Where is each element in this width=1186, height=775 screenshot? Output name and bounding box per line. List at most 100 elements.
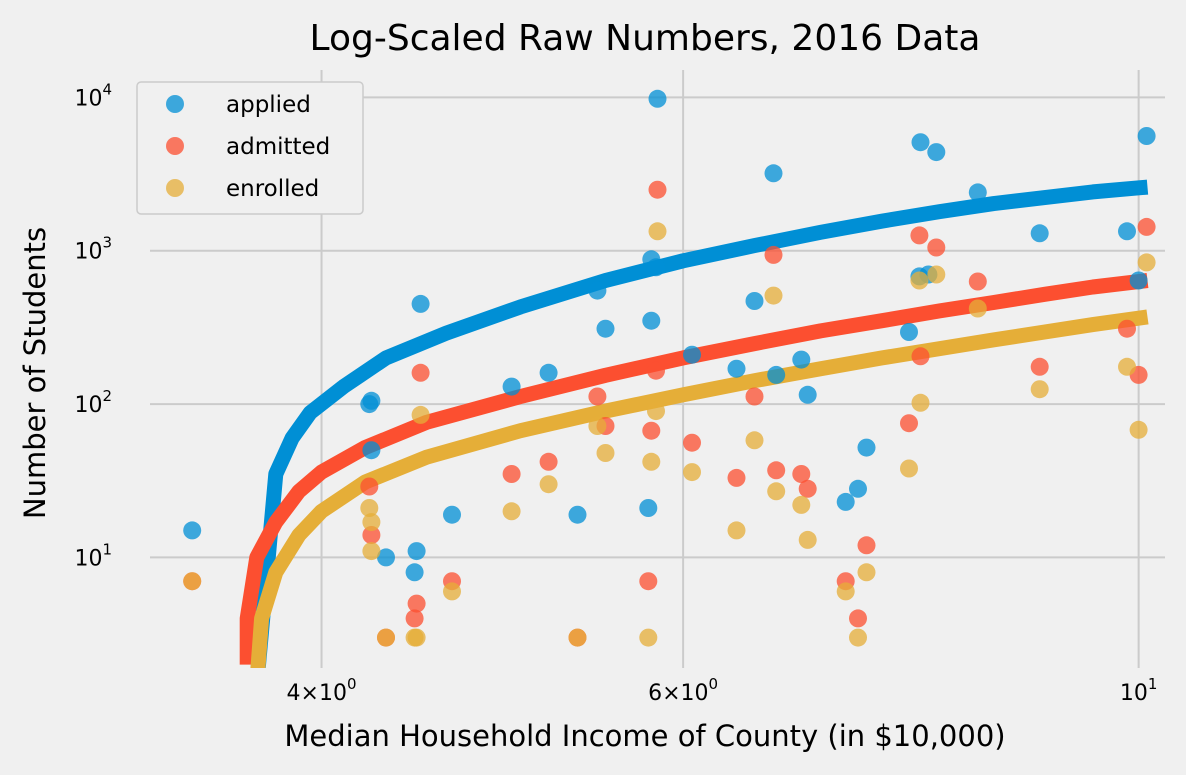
point-enrolled — [836, 582, 855, 601]
point-applied — [647, 258, 665, 277]
point-applied — [362, 391, 381, 410]
x-tick-label: 6×100 — [648, 675, 718, 706]
point-enrolled — [411, 405, 430, 424]
point-enrolled — [588, 417, 607, 435]
point-applied — [927, 143, 946, 162]
point-enrolled — [857, 563, 876, 582]
point-admitted — [639, 572, 658, 591]
point-applied — [745, 292, 764, 310]
point-admitted — [767, 461, 786, 480]
point-enrolled — [767, 482, 786, 501]
point-admitted — [405, 609, 424, 628]
point-admitted — [648, 180, 667, 199]
y-axis-label: Number of Students — [18, 227, 52, 519]
x-tick-labels: 4×100 6×100 101 — [287, 675, 1158, 706]
point-applied — [767, 365, 786, 384]
point-admitted — [764, 245, 783, 264]
point-applied — [639, 499, 658, 517]
point-enrolled — [1137, 253, 1156, 272]
point-admitted — [642, 421, 661, 440]
point-applied — [1129, 271, 1148, 290]
chart-title: Log-Scaled Raw Numbers, 2016 Data — [310, 18, 981, 59]
point-applied — [900, 323, 918, 341]
point-admitted — [411, 363, 430, 382]
point-admitted — [1030, 357, 1049, 376]
y-tick-label: 102 — [74, 387, 112, 418]
point-enrolled — [360, 499, 379, 517]
point-applied — [1118, 222, 1136, 241]
point-applied — [183, 521, 202, 540]
point-applied — [411, 294, 430, 313]
point-admitted — [968, 272, 987, 291]
legend-label-enrolled: enrolled — [226, 176, 319, 202]
point-applied — [911, 133, 930, 152]
point-enrolled — [642, 452, 661, 471]
point-applied — [443, 505, 461, 524]
fit-line-admitted — [239, 273, 1149, 665]
legend-marker-admitted — [166, 137, 184, 155]
point-admitted — [539, 452, 558, 471]
point-admitted — [792, 465, 811, 483]
point-applied — [407, 542, 426, 561]
y-tick-labels: 101 102 103 104 — [74, 80, 112, 571]
point-applied — [568, 505, 587, 524]
point-admitted — [910, 226, 929, 245]
point-enrolled — [648, 222, 667, 241]
point-enrolled — [362, 513, 381, 532]
point-enrolled — [911, 393, 930, 412]
point-enrolled — [745, 431, 764, 450]
point-enrolled — [377, 628, 395, 647]
point-enrolled — [1129, 420, 1148, 439]
point-admitted — [900, 414, 918, 433]
fit-lines — [239, 179, 1149, 668]
point-applied — [683, 345, 701, 364]
point-admitted — [857, 536, 876, 555]
point-enrolled — [647, 402, 665, 421]
point-enrolled — [502, 502, 521, 521]
x-tick-label: 4×100 — [287, 675, 357, 706]
point-enrolled — [900, 459, 918, 478]
point-applied — [405, 563, 424, 582]
point-admitted — [502, 465, 521, 483]
point-enrolled — [639, 628, 658, 647]
point-applied — [642, 311, 661, 330]
point-applied — [596, 319, 615, 338]
point-applied — [727, 359, 746, 378]
legend-label-admitted: admitted — [226, 134, 330, 160]
point-admitted — [407, 594, 426, 613]
fit-line-enrolled — [250, 309, 1149, 668]
point-applied — [792, 350, 811, 369]
point-enrolled — [910, 271, 929, 290]
point-enrolled — [183, 572, 202, 591]
point-enrolled — [568, 628, 587, 647]
point-admitted — [911, 347, 930, 366]
point-applied — [1030, 224, 1049, 243]
x-axis-label: Median Household Income of County (in $1… — [284, 719, 1005, 753]
point-applied — [857, 438, 876, 457]
point-admitted — [727, 468, 746, 487]
point-enrolled — [849, 628, 867, 647]
point-enrolled — [596, 444, 615, 462]
point-enrolled — [362, 542, 381, 561]
point-enrolled — [927, 265, 946, 284]
point-applied — [502, 377, 521, 396]
point-admitted — [927, 238, 946, 257]
point-applied — [588, 281, 607, 300]
point-enrolled — [407, 628, 426, 647]
legend: applied admitted enrolled — [136, 81, 364, 215]
legend-box — [136, 81, 364, 215]
point-admitted — [683, 433, 701, 452]
point-applied — [1137, 127, 1156, 145]
x-tick-label: 101 — [1120, 675, 1158, 706]
point-enrolled — [443, 582, 461, 601]
point-admitted — [1137, 217, 1156, 236]
point-admitted — [798, 479, 817, 498]
point-admitted — [360, 477, 379, 496]
point-applied — [798, 385, 817, 404]
point-admitted — [1118, 319, 1136, 338]
point-enrolled — [792, 495, 811, 514]
y-tick-label: 101 — [74, 540, 112, 571]
point-applied — [764, 164, 783, 183]
point-enrolled — [798, 530, 817, 549]
